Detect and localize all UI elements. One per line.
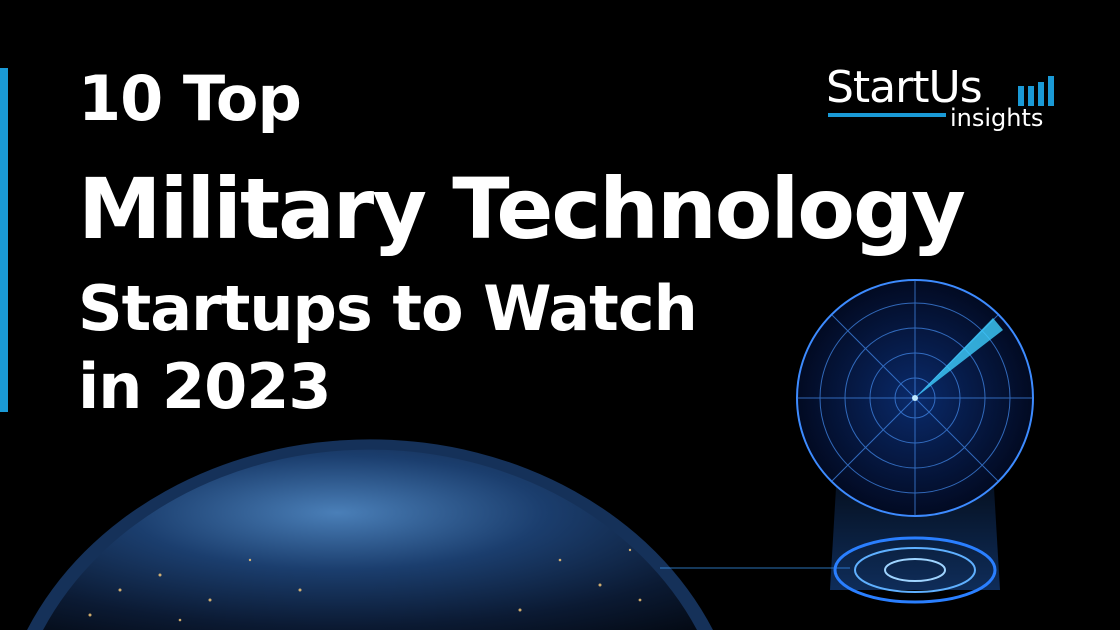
logo-underline — [828, 113, 946, 117]
logo-sub-text: insights — [950, 104, 1044, 132]
logo-bars-icon — [1018, 76, 1054, 106]
title-line-2: Military Technology — [78, 160, 966, 258]
earth-globe — [27, 439, 713, 630]
title-line-4: in 2023 — [78, 350, 332, 423]
startus-insights-logo: StartUs insights — [826, 62, 1054, 134]
title-line-1: 10 Top — [78, 62, 302, 135]
radar-icon — [796, 279, 1034, 604]
title-line-3: Startups to Watch — [78, 272, 698, 345]
accent-bar — [0, 68, 8, 412]
logo-main-text: StartUs — [826, 62, 983, 113]
